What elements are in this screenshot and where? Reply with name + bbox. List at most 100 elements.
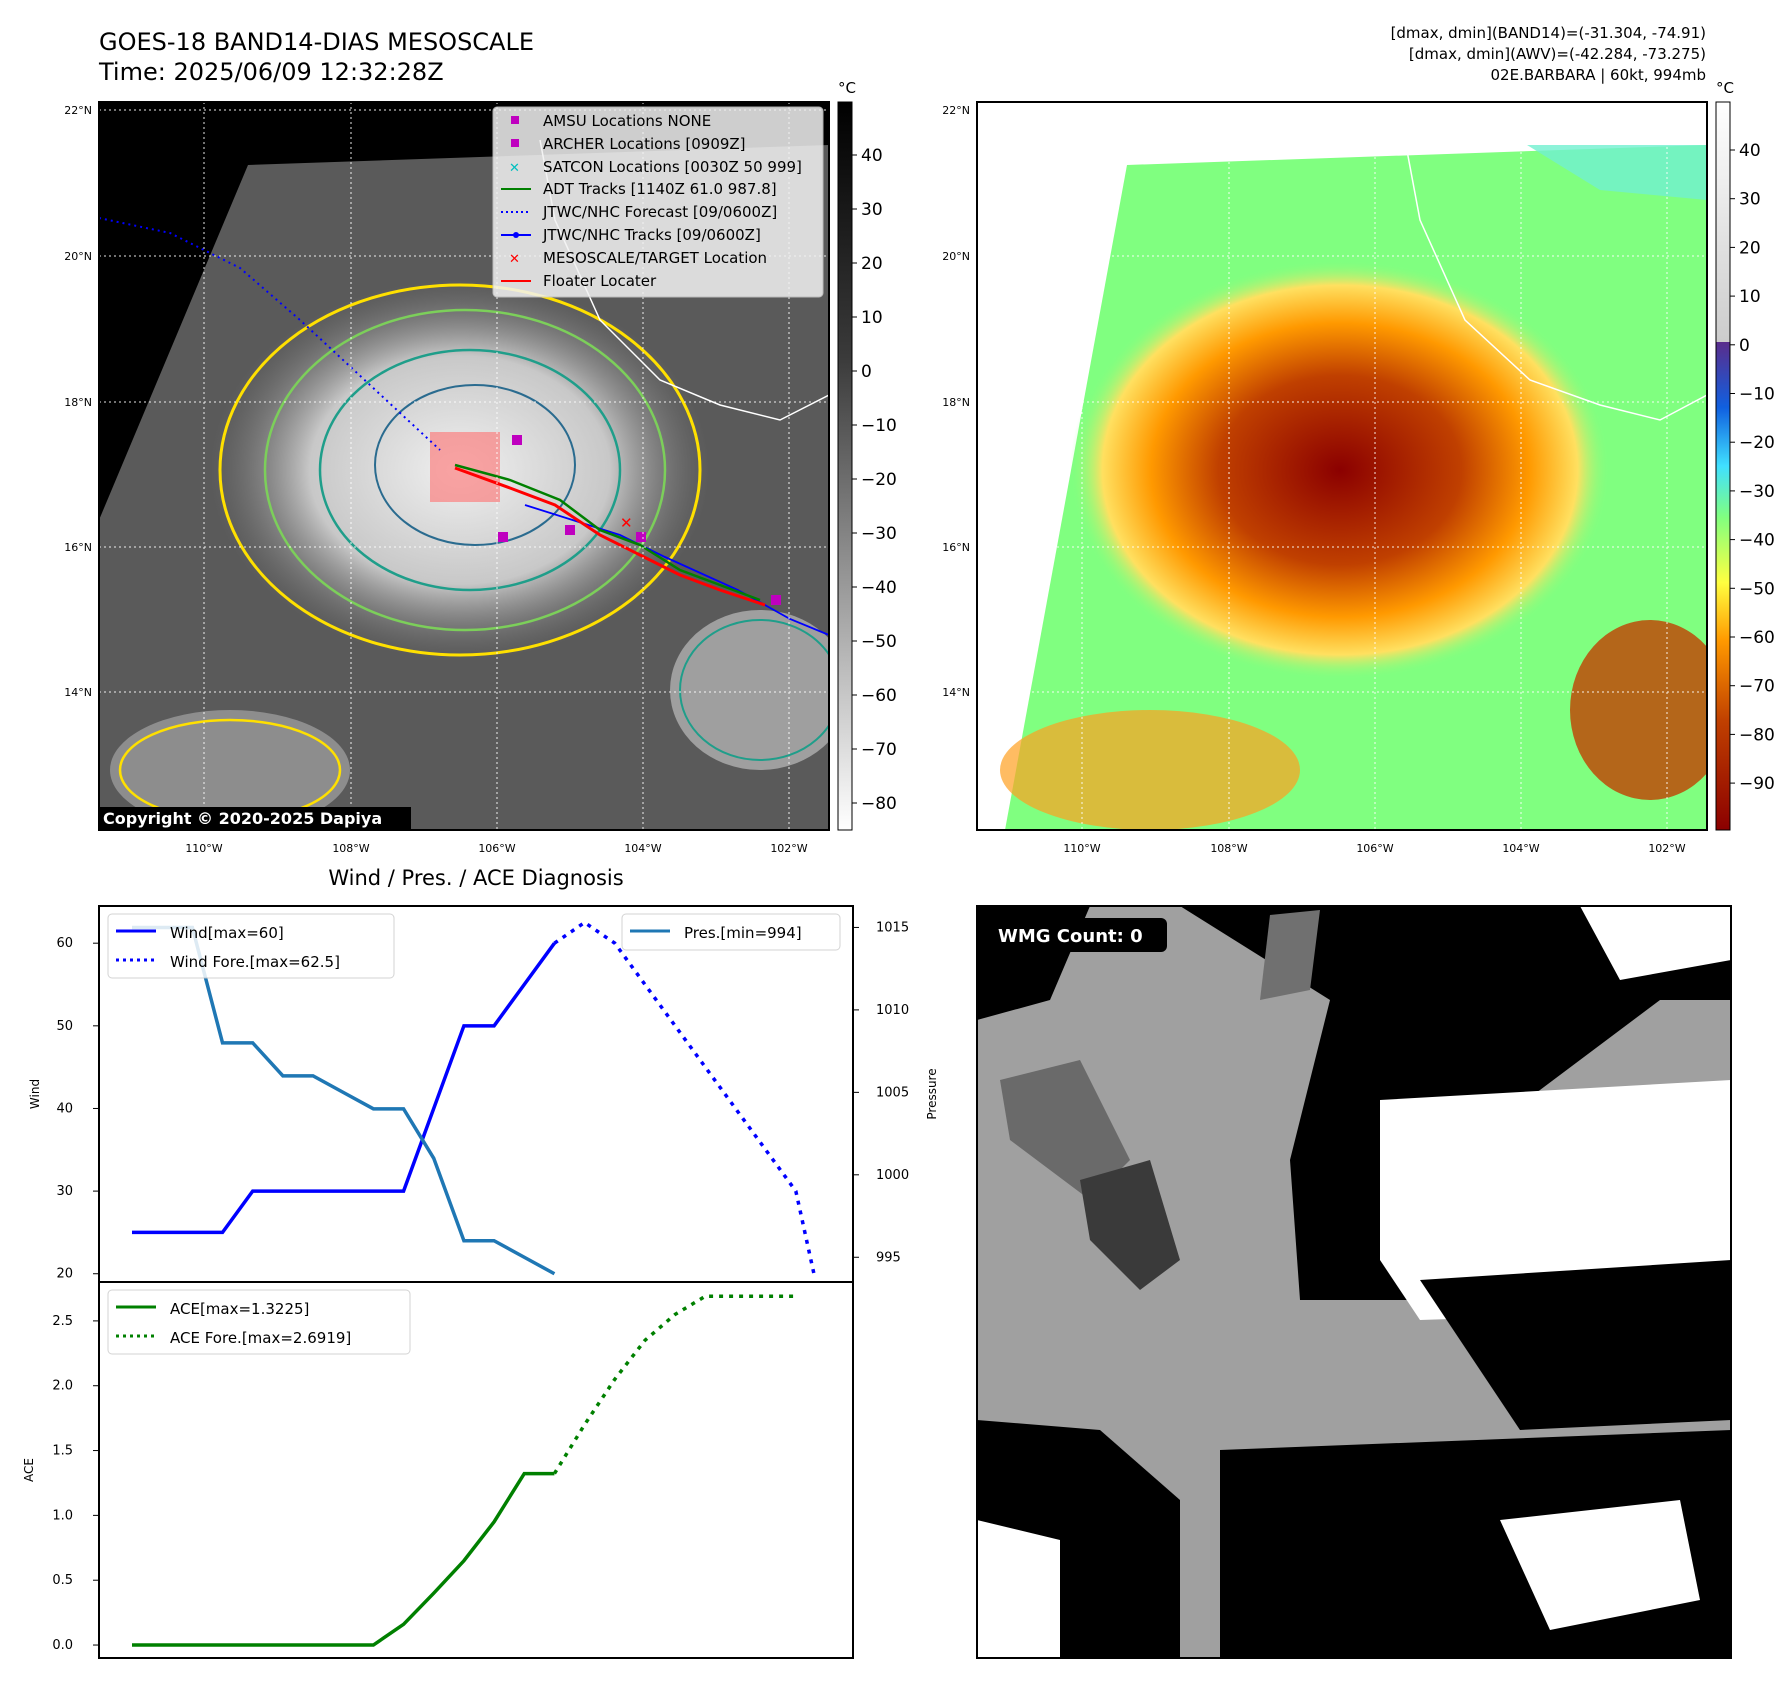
coastline-right (1404, 139, 1707, 421)
floater-track (454, 466, 766, 607)
contour-teal (318, 348, 622, 592)
adt-track (454, 463, 761, 602)
ace-tick-label: 2.0 (52, 1379, 73, 1394)
right-colorbar-tick-label: −70 (1739, 677, 1775, 697)
lon-label: 110°W (1063, 842, 1100, 855)
lat-label: 20°N (942, 250, 970, 263)
map-legend: AMSU Locations NONE ARCHER Locations [09… (492, 106, 824, 298)
legend-target: MESOSCALE/TARGET Location (543, 249, 767, 267)
archer-marker (636, 532, 646, 542)
right-map-lat-labels: 22°N 20°N 18°N 16°N 14°N (942, 104, 970, 699)
wind-tick-label: 60 (56, 936, 73, 951)
legend-amsu: AMSU Locations NONE (543, 112, 711, 130)
ir-cloud-sw (110, 710, 350, 830)
awv-moist-ne (1527, 145, 1707, 200)
lon-label: 108°W (1210, 842, 1247, 855)
left-map-lat-labels: 22°N 20°N 18°N 16°N 14°N (64, 104, 92, 699)
right-colorbar-ticks: 40 30 20 10 0 −10 −20 −30 −40 −50 −60 −70 −80 −90 (1730, 141, 1775, 794)
legend-floater: Floater Locater (543, 272, 657, 290)
right-colorbar: °C 40 30 20 10 0 −10 −20 −30 −40 −50 −60 −70 −80 −90 (1715, 79, 1775, 831)
contour-blue (374, 384, 576, 546)
right-colorbar-tick-label: 30 (1739, 190, 1761, 210)
left-colorbar-tick-label: −30 (861, 524, 897, 544)
wind-ticks-left: 20 30 40 50 60 (56, 936, 99, 1282)
wmg-black-east (1420, 1260, 1731, 1430)
ace-tick-label: 0.5 (52, 1573, 73, 1588)
wind-tick-label: 30 (56, 1184, 73, 1199)
legend-wind-fore: Wind Fore.[max=62.5] (170, 953, 340, 971)
lon-label: 104°W (1502, 842, 1539, 855)
wmg-white-east (1380, 1080, 1731, 1320)
lat-label: 14°N (64, 686, 92, 699)
pressure-tick-label: 1010 (876, 1003, 909, 1018)
ace-series-line-0 (132, 1471, 555, 1647)
left-colorbar-tick-label: 0 (861, 362, 872, 382)
right-colorbar-tick-label: −20 (1739, 433, 1775, 453)
lat-label: 16°N (64, 541, 92, 554)
legend-nhc-dot (513, 232, 519, 238)
wmg-count: WMG Count: 0 (998, 926, 1143, 947)
archer-marker (565, 525, 575, 535)
pressure-tick-label: 1015 (876, 920, 909, 935)
wmg-count-box (989, 918, 1167, 952)
wmg-white-ne (1580, 906, 1731, 980)
awv-map-panel (976, 101, 1708, 831)
lat-label: 16°N (942, 541, 970, 554)
right-colorbar-tick-label: −10 (1739, 385, 1775, 405)
ace-ylabel: ACE (22, 1458, 36, 1482)
awv-cloud-sw (1000, 710, 1300, 830)
awv-storm (1070, 260, 1610, 680)
info-storm: 02E.BARBARA | 60kt, 994mb (1491, 66, 1706, 84)
wmg-dark-core (1080, 1160, 1180, 1290)
legend-target-icon: ✕ (509, 252, 520, 267)
pressure-ylabel: Pressure (925, 1068, 939, 1119)
ace-tick-label: 0.0 (52, 1638, 73, 1653)
legend-archer: ARCHER Locations [0909Z] (543, 135, 746, 153)
legend-nhc: JTWC/NHC Tracks [09/0600Z] (542, 226, 761, 244)
wmg-panel: WMG Count: 0 (976, 905, 1732, 1659)
archer-marker (771, 595, 781, 605)
lon-label: 102°W (1648, 842, 1685, 855)
pressure-tick-label: 995 (876, 1250, 901, 1265)
left-colorbar-tick-label: −60 (861, 686, 897, 706)
wmg-gray-north (1260, 910, 1320, 1000)
right-colorbar-tick-label: −50 (1739, 579, 1775, 599)
lon-label: 106°W (478, 842, 515, 855)
pressure-tick-label: 1000 (876, 1168, 909, 1183)
left-colorbar-tick-label: 10 (861, 308, 883, 328)
legend-adt: ADT Tracks [1140Z 61.0 987.8] (543, 180, 777, 198)
right-colorbar-tick-label: −30 (1739, 482, 1775, 502)
wind-legend: Wind[max=60] Wind Fore.[max=62.5] (107, 913, 395, 979)
legend-satcon-icon: ✕ (509, 161, 520, 176)
wmg-gray-core (1000, 1060, 1130, 1200)
legend-satcon: SATCON Locations [0030Z 50 999] (543, 158, 802, 176)
ir-map-frame (98, 101, 830, 831)
ace-ticks: 0.0 0.5 1.0 1.5 2.0 2.5 (52, 1314, 99, 1653)
ace-tick-label: 1.0 (52, 1508, 73, 1523)
wmg-white-sw (977, 1520, 1060, 1658)
pressure-tick-label: 1005 (876, 1085, 909, 1100)
forecast-track (99, 217, 441, 451)
figure-title: GOES-18 BAND14-DIAS MESOSCALE (99, 28, 534, 56)
archer-marker (498, 532, 508, 542)
diagnosis-title: Wind / Pres. / ACE Diagnosis (328, 866, 623, 890)
left-map-lon-labels: 110°W 108°W 106°W 104°W 102°W (185, 842, 807, 855)
lat-label: 18°N (942, 396, 970, 409)
lat-label: 20°N (64, 250, 92, 263)
legend-forecast: JTWC/NHC Forecast [09/0600Z] (542, 203, 777, 221)
left-colorbar-tick-label: 20 (861, 254, 883, 274)
awv-map-frame (976, 101, 1708, 831)
nhc-track (524, 504, 829, 636)
right-colorbar-unit: °C (1716, 79, 1734, 97)
lon-label: 104°W (624, 842, 661, 855)
copyright: Copyright © 2020-2025 Dapiya (103, 809, 382, 828)
contour-green (263, 308, 667, 632)
wind-series-line-0 (132, 942, 556, 1235)
right-colorbar-tick-label: 40 (1739, 141, 1761, 161)
left-colorbar-unit: °C (838, 79, 856, 97)
left-colorbar-tick-label: −10 (861, 416, 897, 436)
left-colorbar-tick-label: −70 (861, 740, 897, 760)
right-colorbar-tick-label: −90 (1739, 774, 1775, 794)
ace-series-line-1 (552, 1294, 796, 1475)
